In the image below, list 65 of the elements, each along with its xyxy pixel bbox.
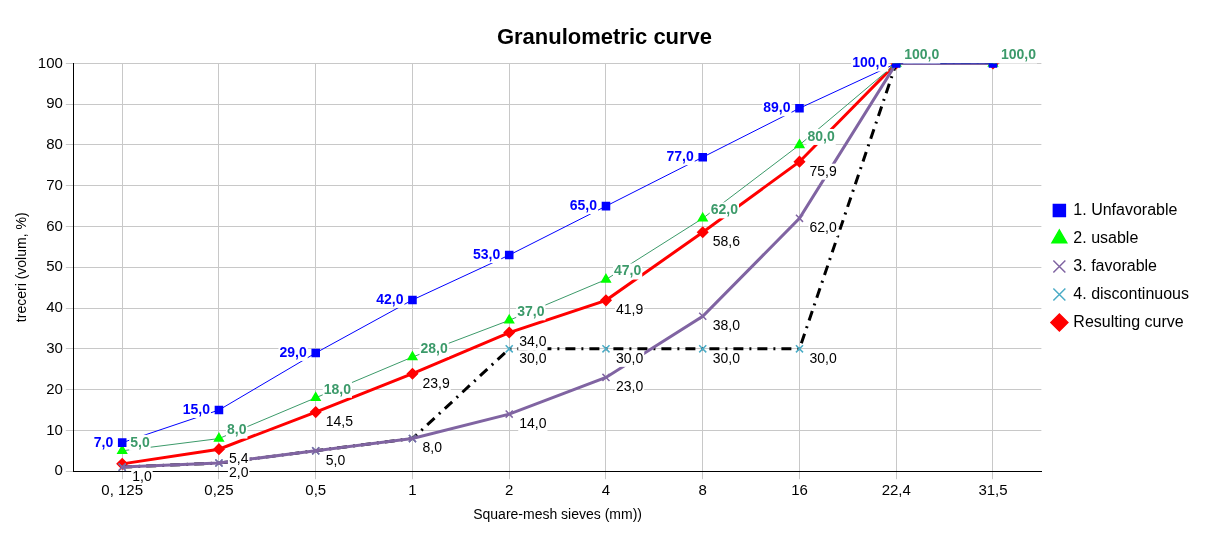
- data-label: 30,0: [519, 349, 547, 366]
- data-label: 100,0: [852, 54, 888, 71]
- data-label: 7,0: [93, 433, 114, 450]
- x-tick-label: 0,25: [204, 481, 234, 499]
- data-label: 89,0: [763, 99, 791, 116]
- x-tick-label: 16: [791, 481, 808, 499]
- y-tick-label: 70: [46, 175, 63, 193]
- data-label: 14,5: [325, 412, 354, 429]
- data-label: 23,9: [422, 374, 450, 391]
- data-label: 30,0: [809, 349, 837, 366]
- y-tick-label: 90: [46, 94, 63, 112]
- y-axis-title: treceri (volum, %): [13, 212, 30, 323]
- legend-label: Resulting curve: [1073, 312, 1184, 330]
- data-label: 100,0: [904, 46, 940, 63]
- x-tick-label: 4: [601, 481, 611, 499]
- data-label: 15,0: [182, 400, 211, 417]
- legend-label: 3. favorable: [1073, 256, 1158, 274]
- data-label: 100,0: [1000, 46, 1037, 63]
- x-axis-title: Square-mesh sieves (mm)): [473, 506, 643, 523]
- data-label: 62,0: [809, 219, 837, 236]
- x-tick-label: 22,4: [881, 481, 911, 499]
- x-tick-label: 0,5: [305, 481, 327, 499]
- data-label: 8,0: [422, 439, 443, 456]
- data-label: 80,0: [807, 127, 835, 144]
- data-label: 34,0: [519, 333, 547, 350]
- y-tick-label: 50: [46, 257, 63, 275]
- data-label: 1,0: [132, 467, 152, 484]
- data-label: 62,0: [710, 201, 739, 218]
- legend-label: 4. discontinuous: [1073, 284, 1190, 302]
- data-label: 8,0: [226, 421, 247, 438]
- y-tick-label: 100: [37, 53, 63, 71]
- data-label: 5,0: [130, 433, 150, 450]
- y-tick-label: 20: [46, 379, 63, 397]
- data-label: 42,0: [376, 290, 404, 307]
- data-label: 18,0: [323, 380, 352, 397]
- legend-label: 2. usable: [1073, 228, 1139, 246]
- y-tick-label: 40: [46, 298, 63, 316]
- data-label: 37,0: [517, 303, 545, 320]
- data-label: 53,0: [472, 245, 501, 262]
- data-label: 58,6: [712, 233, 741, 250]
- legend-label: 1. Unfavorable: [1073, 200, 1178, 218]
- x-tick-label: 8: [698, 481, 707, 499]
- data-label: 30,0: [615, 349, 644, 366]
- data-label: 38,0: [712, 317, 741, 334]
- data-label: 41,9: [615, 301, 644, 318]
- data-label: 29,0: [279, 343, 307, 360]
- data-label: 5,0: [325, 451, 346, 468]
- chart-title: Granulometric curve: [496, 24, 713, 50]
- data-label: 5,4: [228, 450, 249, 467]
- x-tick-label: 2: [505, 481, 514, 499]
- y-tick-label: 60: [46, 216, 63, 234]
- data-label: 77,0: [666, 148, 694, 165]
- x-tick-label: 31,5: [978, 481, 1008, 499]
- data-label: 30,0: [712, 349, 741, 366]
- y-tick-label: 80: [46, 135, 63, 153]
- x-tick-label: 1: [408, 481, 417, 499]
- y-tick-label: 10: [46, 420, 63, 438]
- y-tick-label: 30: [46, 339, 63, 356]
- data-label: 75,9: [809, 162, 837, 179]
- data-label: 28,0: [420, 339, 448, 356]
- data-label: 65,0: [569, 196, 598, 213]
- data-label: 23,0: [615, 378, 644, 395]
- data-label: 47,0: [613, 262, 642, 279]
- data-label: 14,0: [519, 414, 547, 431]
- y-tick-label: 0: [54, 461, 63, 479]
